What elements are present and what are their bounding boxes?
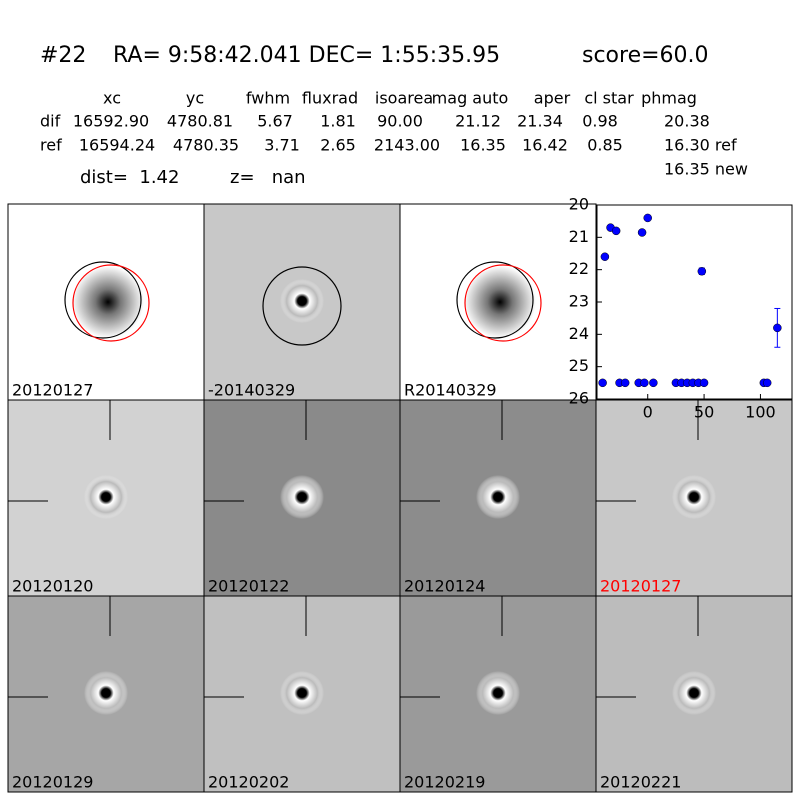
- table-cell: 2143.00: [374, 136, 440, 155]
- source-blob: [464, 266, 536, 338]
- column-header: mag auto: [432, 89, 509, 108]
- coordinates: RA= 9:58:42.041 DEC= 1:55:35.95: [113, 43, 500, 68]
- y-tick-label: 21: [569, 227, 589, 246]
- table-cell: 16.35: [460, 136, 506, 155]
- column-header: isoarea: [375, 89, 433, 108]
- panel-label: 20120219: [404, 773, 485, 792]
- table-cell: 16.42: [522, 136, 568, 155]
- data-point: [649, 378, 658, 388]
- column-header: fluxrad: [302, 89, 358, 108]
- table-cell: 1.81: [320, 112, 356, 131]
- data-point: [640, 378, 649, 388]
- aperture-circle: [72, 264, 150, 342]
- column-header: aper: [534, 89, 571, 108]
- data-point: [598, 378, 607, 388]
- table-cell: 0.85: [587, 136, 623, 155]
- panel-label: 20120221: [600, 773, 681, 792]
- column-header: xc: [103, 89, 121, 108]
- panel-label: 20120120: [12, 577, 93, 596]
- panel-label: 20120122: [208, 577, 289, 596]
- source-halo: [672, 671, 716, 715]
- source-halo: [280, 475, 324, 519]
- data-point: [773, 323, 782, 333]
- aperture-circle: [262, 266, 342, 346]
- table-cell: dif: [40, 112, 61, 131]
- data-point: [699, 378, 709, 388]
- x-tick-label: 50: [694, 403, 714, 422]
- aperture-circle: [64, 261, 142, 339]
- source-halo: [280, 279, 324, 323]
- source-halo: [476, 475, 520, 519]
- source-halo: [476, 671, 520, 715]
- data-point: [637, 228, 647, 237]
- y-tick-label: 22: [569, 259, 589, 278]
- aperture-circle: [464, 264, 542, 342]
- panel-label: 20120127: [12, 381, 93, 400]
- panel-label: 20120129: [12, 773, 93, 792]
- panel-label: 20120202: [208, 773, 289, 792]
- table-cell: 21.34: [517, 112, 563, 131]
- column-header: yc: [186, 89, 204, 108]
- data-point: [762, 378, 772, 388]
- y-tick-label: 26: [569, 389, 589, 408]
- data-point: [600, 252, 610, 261]
- table-cell: 21.12: [455, 112, 501, 131]
- data-point: [643, 213, 652, 223]
- plot-area: [596, 204, 793, 400]
- y-tick-label: 20: [569, 195, 589, 214]
- source-halo: [84, 671, 128, 715]
- y-tick-label: 24: [569, 324, 589, 343]
- data-point: [620, 378, 630, 388]
- column-header: cl star: [584, 89, 634, 108]
- table-cell: 16592.90: [73, 112, 149, 131]
- table-cell: 16594.24: [79, 136, 155, 155]
- table-cell: 3.71: [264, 136, 300, 155]
- panel-label: R20140329: [404, 381, 497, 400]
- table-cell: 90.00: [377, 112, 423, 131]
- source-halo: [84, 475, 128, 519]
- data-point: [697, 267, 707, 276]
- panel-label: 20120124: [404, 577, 485, 596]
- source-halo: [280, 671, 324, 715]
- column-header: fwhm: [246, 89, 290, 108]
- source-halo: [672, 475, 716, 519]
- z: z= nan: [230, 167, 306, 188]
- table-cell: 0.98: [582, 112, 618, 131]
- dist: dist= 1.42: [80, 167, 179, 188]
- y-tick-label: 23: [569, 292, 589, 311]
- table-note: 16.35 new: [664, 160, 748, 179]
- panel-label: -20140329: [208, 381, 295, 400]
- table-cell: 4780.81: [167, 112, 233, 131]
- table-cell: ref: [40, 136, 62, 155]
- table-cell: 4780.35: [173, 136, 239, 155]
- table-cell: 20.38: [664, 112, 710, 131]
- y-tick-label: 25: [569, 356, 589, 375]
- x-tick-label: 100: [745, 403, 776, 422]
- data-point: [611, 226, 621, 236]
- source-blob: [72, 266, 144, 338]
- score: score=60.0: [582, 43, 709, 68]
- column-header: phmag: [641, 89, 697, 108]
- table-cell: 16.30 ref: [664, 136, 737, 155]
- table-cell: 5.67: [257, 112, 293, 131]
- table-cell: 2.65: [320, 136, 356, 155]
- candidate-id: #22: [40, 43, 86, 68]
- panel-label: 20120127: [600, 577, 681, 596]
- aperture-circle: [456, 261, 534, 339]
- x-tick-label: 0: [643, 403, 653, 422]
